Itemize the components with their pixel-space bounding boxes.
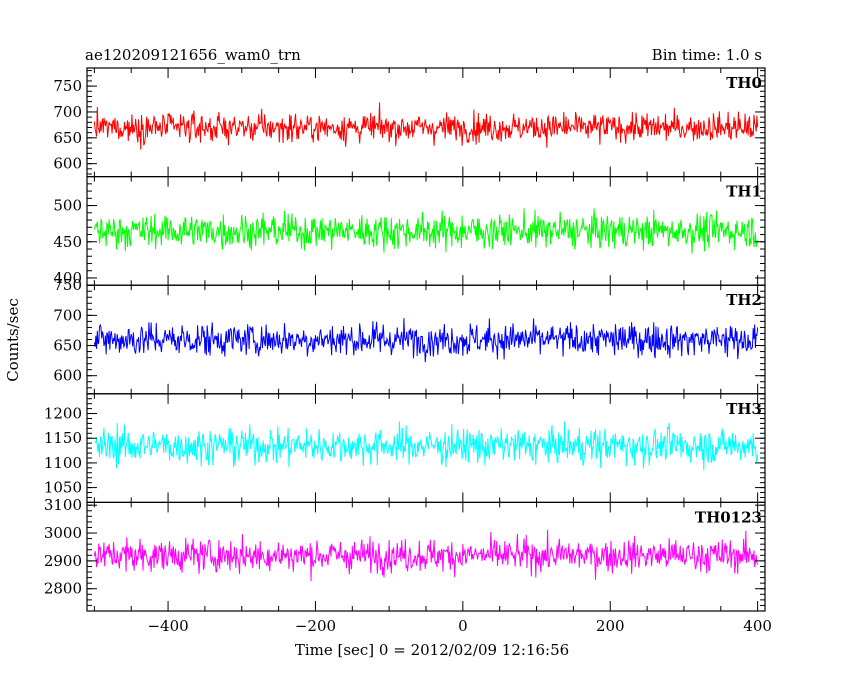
series-line-th2	[93, 318, 759, 363]
bin-time-label: Bin time: 1.0 s	[652, 46, 762, 64]
series-line-th0	[93, 102, 759, 150]
x-tick-label: −400	[147, 617, 188, 635]
series-name: TH2	[726, 291, 762, 309]
y-tick-label: 2800	[44, 580, 82, 598]
y-tick-label: 1100	[44, 454, 82, 472]
series-line-th0123	[93, 529, 759, 582]
y-tick-label: 750	[53, 77, 82, 95]
x-axis: −400 −200 0 200 400	[147, 617, 771, 635]
y-tick-label: 700	[53, 103, 82, 121]
y-tick-label: 1050	[44, 479, 82, 497]
series-name: TH1	[726, 183, 762, 201]
panel-th0: 600 650 700 750 TH0	[53, 67, 766, 178]
series-line-th1	[93, 208, 759, 254]
y-tick-label: 2900	[44, 552, 82, 570]
panel-th0123: 2800 2900 3000 3100 TH0123	[44, 496, 766, 612]
x-axis-label: Time [sec] 0 = 2012/02/09 12:16:56	[295, 641, 569, 659]
y-tick-label: 450	[53, 233, 82, 251]
panel-th1: 400 450 500 TH1	[53, 176, 766, 287]
y-tick-label: 400	[53, 269, 82, 287]
y-tick-label: 500	[53, 197, 82, 215]
y-axis-label: Counts/sec	[4, 298, 22, 382]
y-tick-label: 650	[53, 129, 82, 147]
y-tick-label: 700	[53, 306, 82, 324]
y-tick-label: 600	[53, 155, 82, 173]
series-line-th3	[94, 421, 759, 471]
x-tick-label: 200	[596, 617, 625, 635]
x-tick-label: 400	[743, 617, 772, 635]
panel-th2: 600 650 700 750 TH2	[53, 276, 766, 395]
chart-title: ae120209121656_wam0_trn	[85, 46, 301, 64]
y-tick-label: 600	[53, 367, 82, 385]
y-tick-label: 1150	[44, 429, 82, 447]
panels-group: 600 650 700 750 TH0 400 450 500 TH1 600 650 700 750 T…	[44, 67, 766, 612]
panel-th3: 1050 1100 1150 1200 TH3	[44, 393, 766, 503]
series-name: TH0123	[695, 508, 762, 526]
y-tick-label: 650	[53, 337, 82, 355]
y-tick-label: 1200	[44, 405, 82, 423]
series-name: TH0	[726, 74, 762, 92]
y-tick-label: 3000	[44, 524, 82, 542]
x-tick-label: −200	[295, 617, 336, 635]
x-tick-label: 0	[458, 617, 468, 635]
y-tick-label: 750	[53, 276, 82, 294]
series-name: TH3	[726, 400, 762, 418]
y-tick-label: 3100	[44, 496, 82, 514]
